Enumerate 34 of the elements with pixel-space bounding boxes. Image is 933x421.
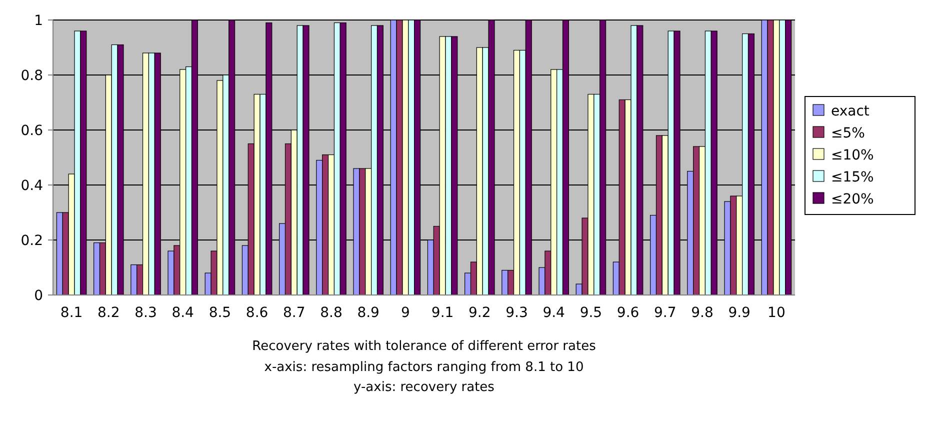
- x-tick-label: 8.3: [134, 305, 157, 321]
- text: x-axis: resampling factors ranging from 8.1 to 10: [264, 360, 584, 375]
- y-tick-label: 0.4: [20, 178, 44, 194]
- x-tick-label: 8.7: [283, 305, 306, 321]
- x-tick-label: 9.5: [580, 305, 602, 321]
- y-tick-label: 0.6: [20, 122, 44, 139]
- x-tick-label: 8.1: [60, 305, 83, 321]
- x-tick-label: 9: [400, 305, 410, 321]
- legend-label: ≤10%: [831, 147, 874, 164]
- x-tick-label: 9.6: [616, 305, 640, 321]
- x-tick-label: 9.2: [468, 305, 491, 321]
- x-tick-label: 8.9: [357, 305, 380, 321]
- x-tick-label: 10: [768, 305, 786, 321]
- x-tick-label: 8.8: [320, 305, 342, 321]
- text: Recovery rates with tolerance of different error rates: [252, 339, 596, 354]
- x-tick-label: 8.6: [246, 305, 268, 321]
- x-tick-label: 9.9: [728, 305, 750, 321]
- y-tick-label: 0: [34, 288, 43, 304]
- legend-label: ≤20%: [831, 191, 874, 208]
- x-tick-label: 9.3: [506, 305, 528, 321]
- x-tick-label: 8.2: [98, 305, 120, 321]
- legend-label: ≤5%: [831, 125, 865, 142]
- x-tick-label: 9.4: [542, 305, 566, 321]
- text: y-axis: recovery rates: [354, 380, 495, 395]
- legend-label: exact: [831, 103, 870, 120]
- legend-label: ≤15%: [831, 169, 874, 186]
- x-tick-label: 9.1: [431, 305, 454, 321]
- x-tick-label: 8.4: [172, 305, 194, 321]
- x-tick-label: 9.8: [691, 305, 714, 321]
- x-tick-label: 8.5: [208, 305, 232, 321]
- y-tick-label: 1: [34, 12, 43, 29]
- y-tick-label: 0.8: [20, 68, 43, 84]
- y-tick-label: 0.2: [20, 232, 43, 249]
- x-tick-label: 9.7: [654, 305, 676, 321]
